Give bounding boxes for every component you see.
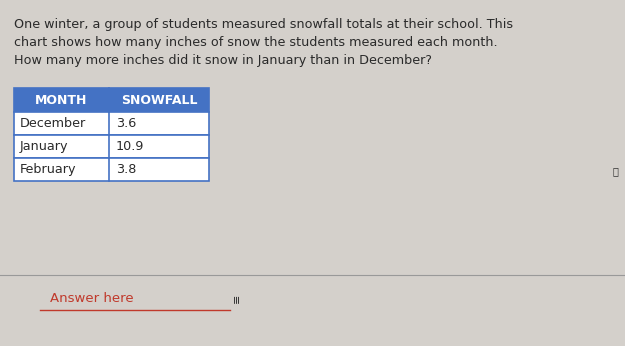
- Text: December: December: [20, 117, 86, 130]
- Text: ≡: ≡: [232, 293, 242, 303]
- Bar: [14, 135, 209, 158]
- Text: January: January: [20, 140, 69, 153]
- Text: 10.9: 10.9: [116, 140, 144, 153]
- Text: One winter, a group of students measured snowfall totals at their school. This: One winter, a group of students measured…: [14, 18, 513, 31]
- Text: ⤷: ⤷: [612, 166, 618, 176]
- Bar: [14, 88, 209, 112]
- Bar: [14, 158, 209, 181]
- Text: February: February: [20, 163, 76, 176]
- Text: 3.6: 3.6: [116, 117, 136, 130]
- Text: Answer here: Answer here: [50, 291, 134, 304]
- Text: SNOWFALL: SNOWFALL: [121, 93, 198, 107]
- Text: How many more inches did it snow in January than in December?: How many more inches did it snow in Janu…: [14, 54, 432, 67]
- Bar: [14, 112, 209, 135]
- Text: MONTH: MONTH: [35, 93, 88, 107]
- Text: 3.8: 3.8: [116, 163, 136, 176]
- Text: chart shows how many inches of snow the students measured each month.: chart shows how many inches of snow the …: [14, 36, 498, 49]
